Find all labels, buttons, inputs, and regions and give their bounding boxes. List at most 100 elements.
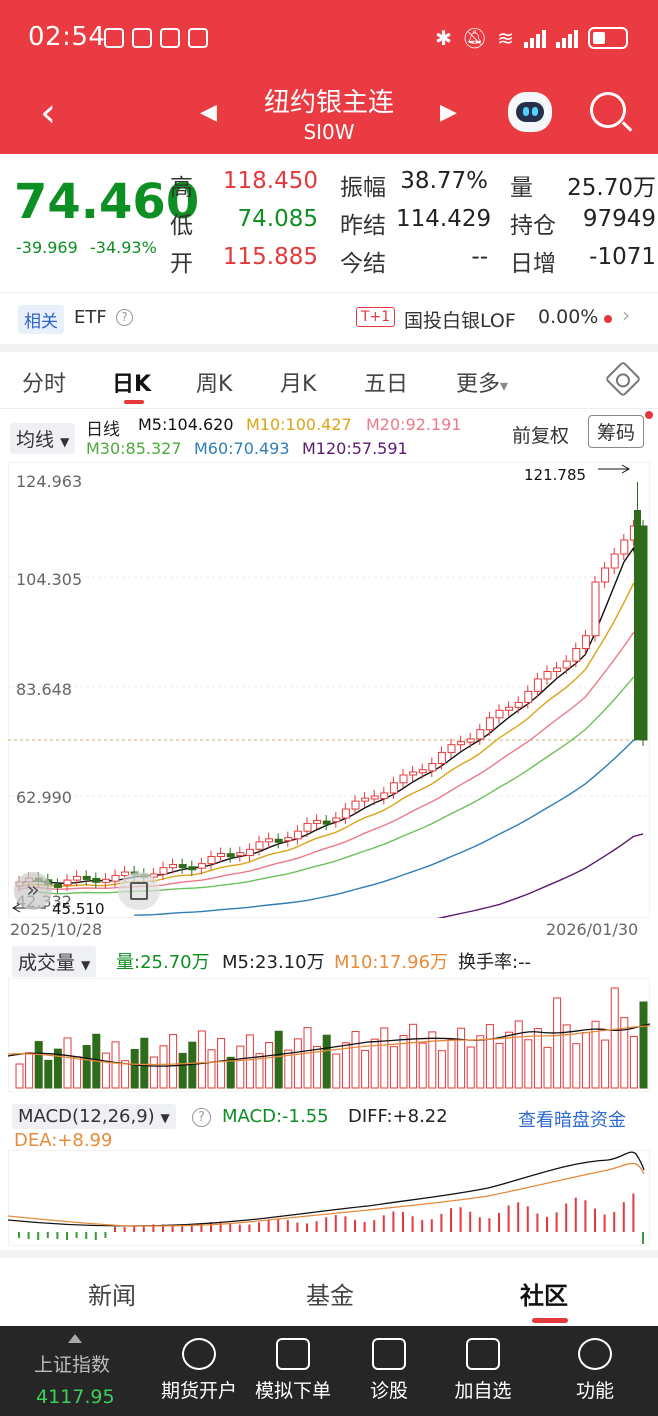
signal-icon	[524, 28, 546, 48]
candle	[351, 795, 360, 816]
candle	[255, 835, 264, 856]
back-button[interactable]: ‹	[40, 90, 56, 136]
candle	[236, 846, 245, 862]
tab-five-day[interactable]: 五日	[364, 372, 409, 397]
ma-legend: 均线 ▼ 日线 M5:104.620 M10:100.427 M20:92.19…	[0, 408, 658, 462]
candle	[476, 723, 485, 745]
chevron-right-icon[interactable]: ›	[622, 303, 630, 327]
candle	[274, 833, 283, 849]
status-dot	[604, 315, 612, 323]
candlestick-chart[interactable]	[8, 462, 650, 918]
volume-bar	[466, 1046, 475, 1089]
candle	[591, 576, 600, 642]
expand-left-icon[interactable]: »	[14, 872, 52, 910]
prev-settle-label: 昨结	[340, 213, 386, 239]
related-bar[interactable]: 相关 ETF ? T+1 国投白银LOF 0.00% ›	[0, 292, 658, 344]
dark-pool-link[interactable]: 查看暗盘资金	[518, 1110, 626, 1131]
ma-selector-label: 均线	[16, 429, 55, 451]
tab-news[interactable]: 新闻	[88, 1282, 136, 1310]
candle-last	[634, 482, 641, 740]
search-icon[interactable]	[590, 92, 626, 128]
volume-bar	[245, 1034, 254, 1089]
caret-down-icon: ▼	[60, 435, 70, 449]
expand-up-icon[interactable]	[68, 1334, 82, 1343]
chip-distribution-button[interactable]: 筹码	[588, 415, 645, 448]
tab-fund[interactable]: 基金	[306, 1282, 354, 1310]
tab-weekly-k[interactable]: 周K	[196, 372, 233, 397]
candle	[53, 878, 62, 894]
y-axis-label: 62.990	[16, 788, 72, 807]
adjust-mode[interactable]: 前复权	[512, 425, 570, 447]
end-date: 2026/01/30	[546, 920, 639, 939]
low-value: 74.085	[237, 206, 318, 232]
battery-icon	[588, 27, 628, 49]
candle	[495, 704, 504, 724]
volume-bar	[495, 1042, 504, 1089]
related-fund-name[interactable]: 国投白银LOF	[404, 310, 516, 332]
bottom-content-tabs: 新闻 基金 社区	[0, 1258, 658, 1326]
ma120-value: M120:57.591	[302, 439, 408, 458]
menu-icon	[578, 1338, 612, 1370]
tab-daily-k[interactable]: 日K	[112, 372, 152, 397]
y-axis-label: 83.648	[16, 680, 72, 699]
volume-selector[interactable]: 成交量 ▼	[12, 946, 97, 977]
volume-bars	[15, 987, 648, 1089]
last-price: 74.460	[14, 174, 200, 230]
volume-bar	[505, 1031, 514, 1089]
tab-more-label: 更多	[456, 372, 501, 397]
tab-monthly-k[interactable]: 月K	[280, 372, 317, 397]
t1-badge: T+1	[356, 307, 396, 327]
candle	[284, 831, 293, 847]
nav-label: 功能	[575, 1380, 614, 1402]
volume-bar	[418, 1042, 427, 1089]
nav-functions[interactable]: 功能	[540, 1326, 650, 1416]
candle	[437, 746, 446, 770]
candle	[389, 776, 398, 799]
index-name[interactable]: 上证指数	[34, 1354, 111, 1376]
settings-gear-icon[interactable]	[604, 360, 642, 398]
volume-bar	[265, 1041, 274, 1089]
macd-chart[interactable]	[8, 1150, 650, 1246]
tab-community[interactable]: 社区	[520, 1282, 568, 1310]
caret-down-icon: ▼	[81, 958, 91, 972]
prev-contract-button[interactable]: ◀	[200, 100, 217, 125]
nav-add-watchlist[interactable]: 加自选	[428, 1326, 538, 1416]
volume-bar	[514, 1020, 523, 1089]
candle	[159, 861, 168, 881]
macd-histogram	[18, 1193, 644, 1244]
nav-simulated-order[interactable]: 模拟下单	[238, 1326, 348, 1416]
tab-more[interactable]: 更多▾	[456, 366, 508, 398]
nav-futures-account[interactable]: 期货开户	[144, 1326, 254, 1416]
amplitude-value: 38.77%	[400, 168, 488, 194]
candle	[457, 735, 466, 751]
medkit-icon	[372, 1338, 406, 1370]
volume-value: 25.70万	[567, 175, 656, 201]
nav-label: 期货开户	[160, 1380, 237, 1402]
low-label: 低	[170, 213, 193, 239]
next-contract-button[interactable]: ▶	[440, 100, 457, 125]
candle	[370, 789, 379, 805]
bottom-nav: 上证指数 4117.95 期货开户 模拟下单 诊股 加自选 功能	[0, 1326, 658, 1416]
fullscreen-icon[interactable]	[118, 872, 160, 910]
ma-line-m30	[38, 676, 644, 895]
candle	[466, 732, 475, 749]
volume-chart[interactable]	[8, 978, 650, 1092]
nav-stock-diagnosis[interactable]: 诊股	[334, 1326, 444, 1416]
document-icon	[276, 1338, 310, 1370]
open-value: 115.885	[222, 244, 318, 270]
ma-line-m60	[134, 737, 644, 916]
volume-bar	[284, 1049, 293, 1089]
ma10-value: M10:100.427	[246, 415, 352, 434]
help-icon[interactable]: ?	[116, 309, 133, 326]
volume-bar	[610, 987, 619, 1089]
volume-bar	[601, 1039, 610, 1089]
tab-intraday[interactable]: 分时	[22, 372, 67, 397]
volume-bar	[399, 1035, 408, 1089]
help-icon[interactable]: ?	[192, 1108, 211, 1127]
volume-bar	[533, 1028, 542, 1089]
ma-selector[interactable]: 均线 ▼	[10, 423, 76, 454]
notification-dot	[645, 411, 653, 419]
volume-bar	[524, 1039, 533, 1089]
assistant-robot-icon[interactable]	[508, 92, 552, 132]
macd-selector[interactable]: MACD(12,26,9) ▼	[12, 1104, 176, 1129]
